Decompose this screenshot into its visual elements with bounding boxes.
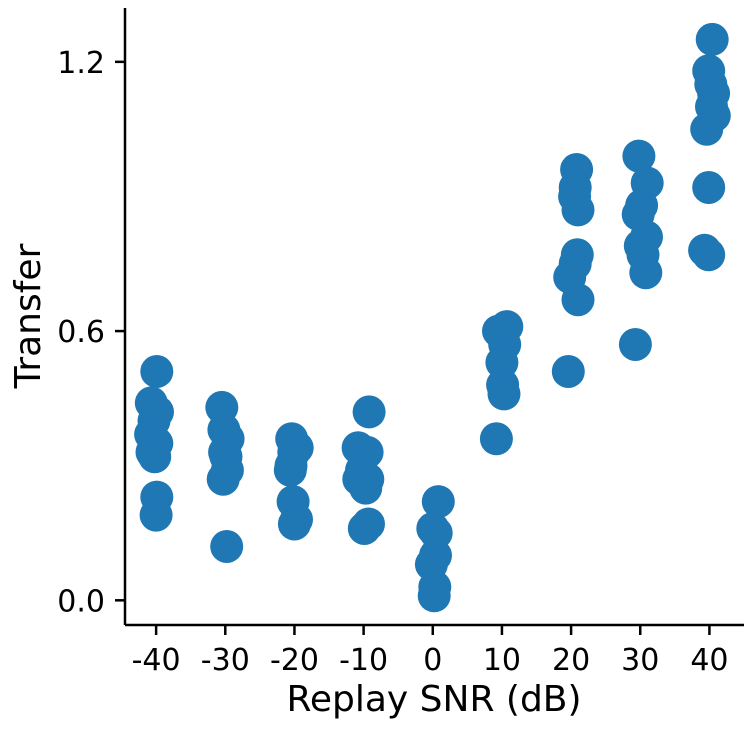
y-tick-label: 0.6 [57, 315, 105, 350]
data-point-67 [695, 22, 729, 56]
data-point-0 [140, 355, 174, 388]
data-point-76 [692, 238, 726, 272]
x-tick-label: 0 [423, 643, 442, 678]
data-point-17 [210, 530, 244, 563]
x-tick-label: 10 [483, 643, 521, 678]
data-point-48 [479, 422, 513, 456]
data-point-41 [417, 579, 451, 613]
data-point-73 [690, 112, 724, 146]
y-axis-ticks: 0.0 0.6 1.2 [57, 46, 125, 619]
x-tick-label: -40 [132, 643, 181, 678]
data-point-66 [618, 328, 652, 361]
data-point-7 [138, 440, 172, 474]
x-axis-ticks: -40 -30 -20 -10 0 10 20 30 40 [132, 625, 729, 678]
data-point-74 [692, 171, 726, 204]
data-point-65 [629, 256, 663, 290]
data-point-34 [347, 512, 381, 545]
data-point-52 [561, 193, 595, 227]
y-tick-label: 0.0 [57, 584, 105, 619]
y-axis-title: Transfer [8, 243, 49, 389]
data-point-57 [551, 355, 585, 388]
x-tick-label: 30 [621, 643, 659, 678]
data-point-16 [206, 462, 240, 496]
data-points [134, 22, 731, 613]
data-point-58 [622, 139, 656, 173]
data-point-22 [273, 453, 307, 487]
x-tick-label: 20 [552, 643, 590, 678]
data-point-47 [487, 377, 521, 411]
data-point-9 [139, 498, 173, 532]
x-axis-title: Replay SNR (dB) [286, 679, 581, 720]
x-tick-label: -10 [339, 643, 388, 678]
x-tick-label: -30 [201, 643, 250, 678]
x-tick-label: -20 [270, 643, 319, 678]
data-point-35 [421, 485, 455, 519]
y-tick-label: 1.2 [57, 46, 105, 81]
data-point-32 [349, 471, 383, 505]
data-point-26 [352, 395, 386, 429]
data-point-56 [561, 283, 595, 317]
data-point-25 [277, 507, 311, 541]
x-tick-label: 40 [690, 643, 728, 678]
